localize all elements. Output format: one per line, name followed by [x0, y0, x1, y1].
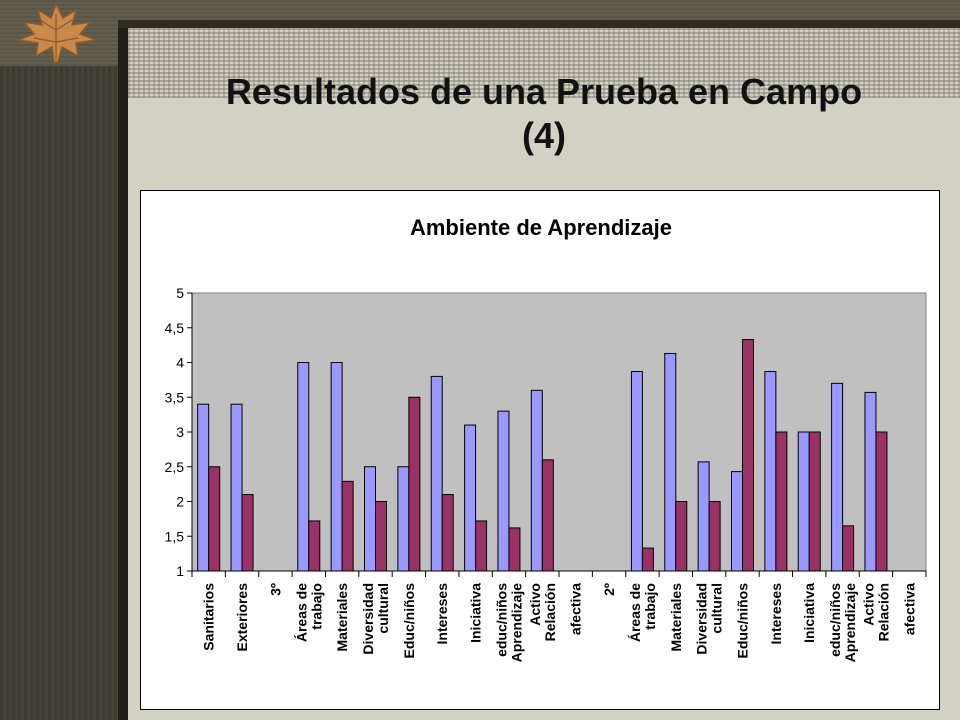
chart-frame: Ambiente de Aprendizaje 1 1,5 2 2,5 3 3,5 4 4,5…: [140, 190, 940, 710]
bar: [842, 525, 855, 572]
bar: [464, 424, 477, 572]
bar: [508, 527, 521, 572]
slide-title-line1: Resultados de una Prueba en Campo: [225, 71, 863, 112]
category-label: Intereses: [768, 583, 784, 645]
bar: [441, 494, 454, 572]
bar: [230, 403, 243, 572]
bar: [408, 396, 421, 572]
category-label: Áreas detrabajo: [627, 583, 658, 642]
bar: [731, 471, 743, 572]
bar: [775, 431, 788, 572]
category-label: Diversidadcultural: [360, 583, 391, 655]
y-tick-label: 2,5: [165, 459, 185, 475]
bar: [808, 431, 821, 572]
bar: [241, 494, 254, 572]
bar: [397, 466, 410, 572]
slide-title: Resultados de una Prueba en Campo (4): [128, 70, 960, 158]
slide-title-line2: (4): [522, 115, 566, 156]
category-label: Exteriores: [234, 583, 250, 652]
category-label: educ/niñosAprendizaje: [827, 583, 858, 663]
y-tick-label: 4,5: [165, 320, 185, 336]
category-label: Materiales: [668, 583, 684, 652]
bar: [530, 389, 543, 572]
bar: [664, 352, 677, 572]
category-label: afectiva: [568, 583, 584, 635]
slide-texture: [128, 28, 960, 98]
bar: [341, 480, 354, 572]
category-label: afectiva: [901, 583, 917, 635]
category-label: Sanitarios: [201, 583, 217, 651]
category-label: Áreas detrabajo: [293, 583, 324, 642]
bar: [430, 375, 443, 572]
category-label: Iniciativa: [468, 583, 484, 643]
category-label: Educ/niños: [735, 583, 751, 659]
bar: [330, 362, 343, 572]
category-label: Iniciativa: [801, 583, 817, 643]
y-tick-label: 4: [176, 355, 184, 371]
chart-title: Ambiente de Aprendizaje: [410, 215, 672, 240]
category-label: 3º: [267, 583, 283, 596]
bar: [708, 501, 721, 572]
bar: [831, 382, 844, 572]
bar: [308, 520, 321, 572]
bar: [197, 403, 210, 572]
bar: [742, 339, 754, 572]
y-tick-label: 1,5: [165, 528, 185, 544]
bar: [541, 459, 554, 572]
bar: [641, 547, 654, 572]
y-tick-label: 3: [176, 424, 184, 440]
category-label: Materiales: [334, 583, 350, 652]
bar: [864, 391, 877, 572]
bar: [375, 501, 387, 572]
y-tick-label: 2: [176, 494, 184, 510]
maple-leaf-icon: [15, 2, 99, 63]
bar: [208, 466, 221, 572]
bar: [697, 461, 710, 572]
bar: [364, 466, 376, 572]
bar-chart: Ambiente de Aprendizaje 1 1,5 2 2,5 3 3,5 4 4,5…: [165, 215, 927, 663]
bar: [797, 431, 810, 572]
category-label: Intereses: [434, 583, 450, 645]
category-label: Educ/niños: [401, 583, 417, 659]
bar: [875, 431, 888, 572]
bar: [497, 410, 510, 572]
category-label: Diversidadcultural: [694, 583, 725, 655]
category-label: ActivoRelación: [527, 583, 558, 641]
category-label: 2º: [601, 583, 617, 596]
category-label: educ/niñosAprendizaje: [493, 583, 524, 663]
top-dark-band: [118, 20, 960, 28]
category-label: ActivoRelación: [860, 583, 891, 641]
bar: [630, 371, 643, 572]
bar: [475, 520, 488, 572]
bar: [675, 501, 688, 572]
left-decor-strip: [0, 0, 118, 720]
bar: [297, 362, 310, 572]
y-tick-label: 3,5: [165, 389, 185, 405]
y-tick-label: 5: [176, 285, 184, 301]
bar: [764, 371, 777, 572]
y-tick-label: 1: [176, 563, 184, 579]
